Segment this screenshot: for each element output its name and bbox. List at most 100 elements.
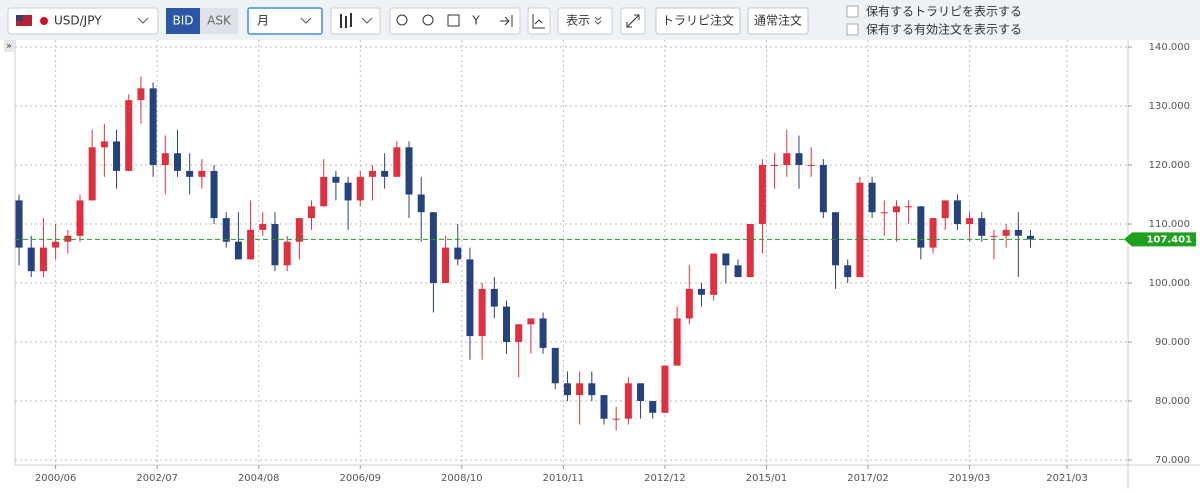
candle-body — [978, 218, 986, 236]
y-tick-label: 80.000 — [1155, 396, 1190, 407]
candle-body — [198, 170, 206, 177]
candle-body — [563, 383, 571, 396]
y-tick-label: 140.000 — [1149, 42, 1190, 53]
candle-body — [39, 247, 47, 272]
candle-body — [490, 288, 498, 307]
caret — [594, 16, 602, 25]
y-tick-label: 110.000 — [1149, 219, 1190, 230]
candle-body — [308, 206, 316, 219]
x-tick-label: 2002/07 — [136, 473, 178, 484]
candle-body — [685, 288, 693, 319]
trarepi-button[interactable] — [655, 7, 741, 35]
candle-body — [832, 212, 840, 266]
candle-body — [27, 247, 35, 272]
x-tick-label: 2004/08 — [238, 473, 280, 484]
candle-body — [100, 141, 108, 148]
candle-body — [746, 224, 754, 278]
candle-body — [15, 200, 23, 248]
candle-body — [758, 165, 766, 225]
x-tick-label: 2021/03 — [1046, 473, 1088, 484]
dot — [40, 17, 48, 25]
candle-body — [734, 265, 742, 278]
candle-body — [515, 324, 523, 342]
side-toggle-icon: » — [6, 42, 12, 52]
candle-body — [368, 170, 376, 177]
candle-body — [795, 153, 803, 166]
candle-body — [161, 153, 169, 166]
zoom-out[interactable] — [422, 14, 434, 26]
candle-body — [149, 88, 157, 166]
order-label: 通常注文 — [754, 14, 802, 28]
candle-body — [64, 235, 72, 242]
candle-body — [332, 176, 340, 183]
y-lock[interactable]: Y — [471, 14, 480, 28]
scroll-end[interactable] — [500, 15, 513, 27]
candle-body — [1014, 229, 1022, 236]
ask-button[interactable] — [200, 8, 238, 34]
candle-body — [320, 176, 328, 207]
caret — [137, 17, 149, 24]
candle-body — [466, 259, 474, 337]
chart-type-select[interactable] — [330, 7, 381, 35]
candle-body — [137, 88, 145, 101]
candle-body — [624, 383, 632, 419]
candle-body — [905, 206, 913, 208]
candle-body — [393, 147, 401, 177]
plot: 70.000 80.000 90.000 100.000 110.000 120.000 1… — [15, 40, 1196, 484]
x-tick-label: 2017/02 — [847, 473, 889, 484]
symbol-select[interactable] — [7, 7, 159, 35]
x-tick-label: 2000/06 — [35, 473, 77, 484]
candle-body — [234, 241, 242, 260]
y-tick-label: 100.000 — [1149, 278, 1190, 289]
candle-body — [588, 383, 596, 396]
candle-body — [478, 288, 486, 337]
bid-button[interactable] — [166, 8, 200, 34]
candle-body — [454, 247, 462, 260]
candle-body — [600, 395, 608, 419]
candle-body — [1002, 229, 1010, 236]
candle-body — [271, 224, 279, 266]
display-button[interactable] — [557, 7, 613, 35]
candle-body — [52, 241, 60, 248]
x-tick-label: 2010/11 — [543, 473, 585, 484]
x-tick-label: 2006/09 — [340, 473, 382, 484]
tool-group — [389, 7, 521, 35]
indicator-button[interactable] — [527, 7, 551, 35]
y-tick-label: 70.000 — [1155, 455, 1190, 466]
candle-body — [868, 182, 876, 213]
x-tick-label: 2008/10 — [441, 473, 483, 484]
candle-body — [966, 218, 974, 225]
checkbox[interactable] — [846, 23, 859, 36]
y-tick-label: 120.000 — [1149, 160, 1190, 171]
candle-body — [941, 200, 949, 219]
caret — [361, 17, 373, 24]
checkbox[interactable] — [846, 5, 859, 18]
fit[interactable] — [447, 14, 460, 27]
period: 月 — [257, 14, 269, 28]
candle-body — [503, 306, 511, 342]
candle-body — [844, 265, 852, 278]
candle-body — [381, 170, 389, 177]
order-button[interactable] — [747, 7, 809, 35]
x-tick-label: 2019/03 — [949, 473, 991, 484]
display: 表示 — [566, 14, 590, 28]
candle-body — [892, 206, 900, 213]
candle-body — [76, 200, 84, 236]
caret — [300, 17, 312, 24]
candle-body — [417, 194, 425, 213]
x-tick-label: 2012/12 — [644, 473, 686, 484]
candle-body — [405, 147, 413, 195]
ask-label: ASK — [207, 14, 232, 28]
candle-body — [113, 141, 121, 171]
candle-body — [649, 400, 657, 413]
candle-body — [429, 212, 437, 284]
candle-body — [283, 241, 291, 266]
period-select[interactable] — [247, 7, 323, 35]
x-tick-label: 2015/01 — [746, 473, 788, 484]
side-toggle[interactable] — [4, 40, 14, 52]
candle-body — [576, 383, 584, 396]
zoom-in[interactable] — [396, 14, 408, 26]
fullscreen-icon — [626, 14, 640, 28]
